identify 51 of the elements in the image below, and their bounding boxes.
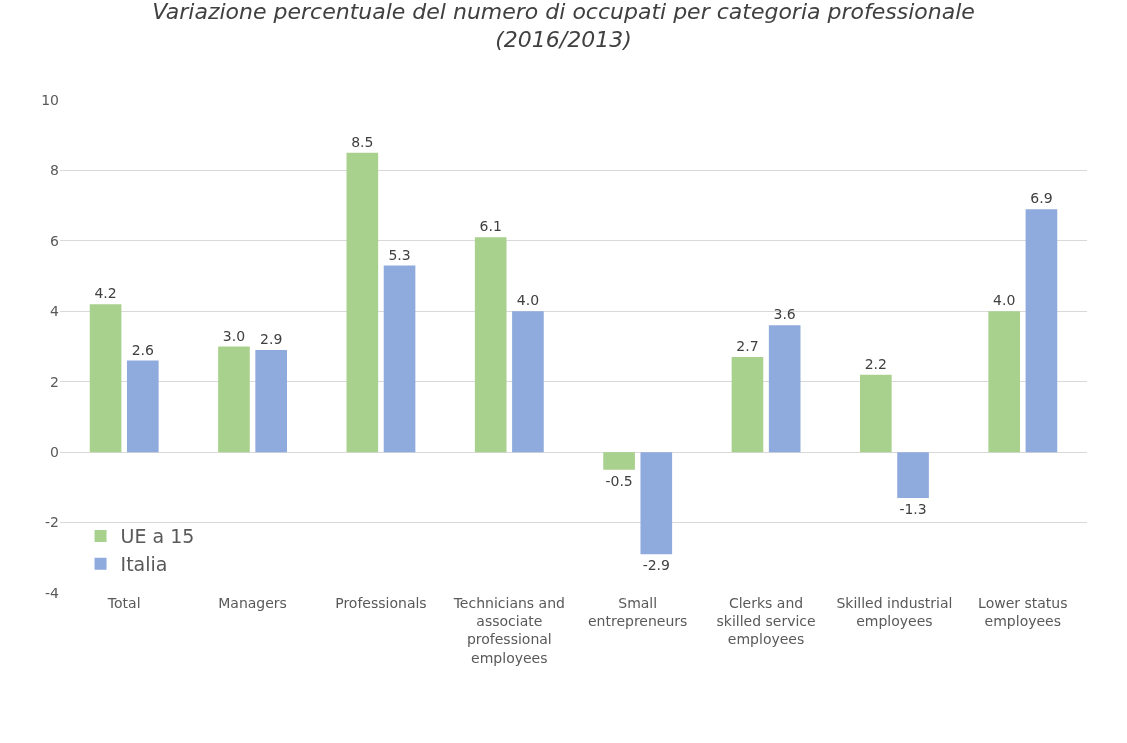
bar	[768, 325, 801, 453]
bar	[640, 452, 673, 555]
data-label: 4.2	[94, 285, 117, 302]
data-label: 6.1	[479, 218, 502, 235]
bar	[731, 357, 764, 453]
data-label: 2.9	[260, 331, 283, 348]
legend-label: UE a 15	[120, 525, 195, 548]
y-tick-label: 4	[50, 303, 60, 320]
x-tick-label: Total	[106, 595, 141, 611]
y-tick-label: 2	[50, 373, 59, 390]
x-tick-label: Lower status employees	[978, 595, 1068, 630]
bar	[255, 350, 287, 453]
y-tick-label: 0	[50, 444, 59, 461]
y-tick-label: 10	[41, 91, 59, 108]
bar	[603, 452, 635, 470]
bar	[1025, 209, 1058, 453]
x-tick-label: Small entrepreneurs	[587, 595, 688, 630]
x-tick-label: Professionals	[335, 595, 427, 611]
bar	[897, 452, 929, 498]
data-label: 6.9	[1030, 190, 1053, 207]
bar	[860, 374, 892, 453]
y-tick-label: 6	[50, 232, 60, 249]
bar	[346, 152, 379, 453]
y-tick-label: -4	[45, 584, 60, 601]
data-label: 2.2	[864, 355, 887, 372]
data-label: 3.6	[773, 306, 796, 323]
bar	[512, 311, 544, 453]
x-tick-label: Clerks and skilled service employees	[716, 595, 816, 648]
x-tick-label: Managers	[218, 595, 287, 611]
data-label: -2.9	[642, 557, 670, 574]
data-label: 5.3	[388, 246, 411, 263]
legend-label: Italia	[120, 553, 168, 576]
data-label: 2.6	[131, 341, 154, 358]
data-label: -1.3	[899, 500, 927, 517]
data-label: -0.5	[605, 472, 633, 489]
data-label: 4.0	[516, 292, 540, 309]
bar	[89, 304, 122, 453]
data-label: 3.0	[222, 327, 246, 344]
bar	[218, 346, 250, 453]
bar	[126, 360, 159, 453]
bar	[988, 311, 1021, 453]
x-tick-label: Skilled industrial employees	[836, 595, 953, 630]
bar	[383, 265, 416, 453]
y-tick-label: 8	[50, 162, 59, 179]
x-tick-label: Technicians and associate professional employees	[452, 595, 565, 666]
bar	[474, 237, 507, 453]
data-label: 2.7	[736, 338, 759, 355]
chart-title: Variazione percentuale del numero di occupati per categoria professionale (2016/2013)	[152, 0, 975, 53]
y-tick-label: -2	[45, 514, 59, 531]
data-label: 8.5	[351, 133, 374, 150]
data-label: 4.0	[993, 292, 1016, 309]
